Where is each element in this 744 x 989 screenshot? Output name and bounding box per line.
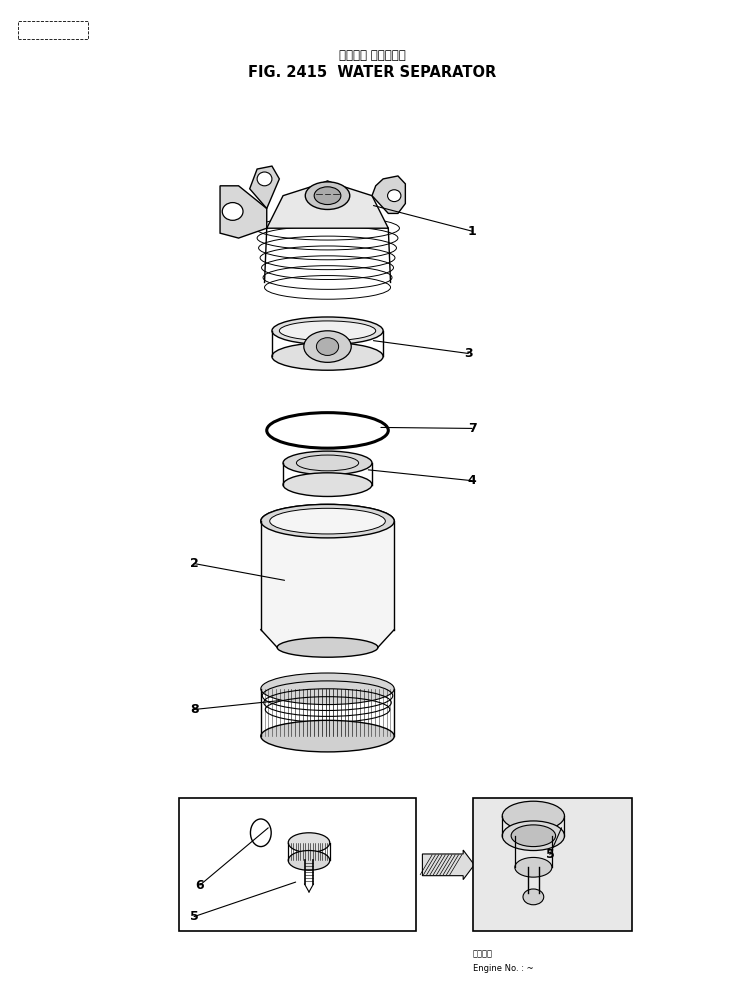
Text: 3: 3 bbox=[464, 347, 472, 360]
Ellipse shape bbox=[283, 473, 372, 496]
Polygon shape bbox=[261, 521, 394, 648]
Text: 4: 4 bbox=[468, 474, 476, 488]
Ellipse shape bbox=[316, 337, 339, 355]
Text: Engine No. : ~: Engine No. : ~ bbox=[472, 964, 533, 973]
Ellipse shape bbox=[523, 889, 544, 905]
Ellipse shape bbox=[261, 673, 394, 704]
Ellipse shape bbox=[272, 342, 383, 370]
Ellipse shape bbox=[314, 187, 341, 205]
Ellipse shape bbox=[304, 330, 351, 362]
Polygon shape bbox=[250, 166, 279, 209]
Text: 2: 2 bbox=[190, 557, 199, 570]
Ellipse shape bbox=[305, 182, 350, 210]
Ellipse shape bbox=[388, 190, 401, 202]
Bar bbox=[179, 798, 417, 932]
Ellipse shape bbox=[261, 504, 394, 538]
Ellipse shape bbox=[511, 825, 556, 847]
Polygon shape bbox=[267, 181, 388, 228]
Ellipse shape bbox=[261, 720, 394, 752]
FancyArrow shape bbox=[423, 850, 474, 879]
Text: ウォータ セパレータ: ウォータ セパレータ bbox=[339, 49, 405, 62]
Ellipse shape bbox=[222, 203, 243, 221]
Ellipse shape bbox=[277, 638, 378, 658]
Text: 1: 1 bbox=[468, 225, 476, 237]
Ellipse shape bbox=[502, 821, 565, 851]
Text: 適用番号: 適用番号 bbox=[472, 949, 493, 958]
Polygon shape bbox=[372, 176, 405, 214]
Ellipse shape bbox=[270, 508, 385, 534]
Text: 8: 8 bbox=[190, 703, 199, 716]
Ellipse shape bbox=[288, 851, 330, 870]
Text: 5: 5 bbox=[545, 848, 554, 861]
Text: 6: 6 bbox=[196, 878, 205, 891]
Ellipse shape bbox=[272, 317, 383, 344]
Bar bbox=[18, 21, 88, 39]
Text: FIG. 2415  WATER SEPARATOR: FIG. 2415 WATER SEPARATOR bbox=[248, 65, 496, 80]
Text: 5: 5 bbox=[190, 910, 199, 923]
Ellipse shape bbox=[267, 412, 388, 448]
Bar bbox=[472, 798, 632, 932]
Circle shape bbox=[251, 819, 272, 847]
Ellipse shape bbox=[257, 172, 272, 186]
Ellipse shape bbox=[283, 451, 372, 475]
Ellipse shape bbox=[288, 833, 330, 853]
Ellipse shape bbox=[515, 857, 552, 877]
Ellipse shape bbox=[270, 508, 385, 534]
Polygon shape bbox=[220, 186, 267, 238]
Ellipse shape bbox=[261, 504, 394, 538]
Ellipse shape bbox=[502, 801, 565, 831]
Ellipse shape bbox=[279, 320, 376, 340]
Text: 7: 7 bbox=[468, 422, 476, 435]
